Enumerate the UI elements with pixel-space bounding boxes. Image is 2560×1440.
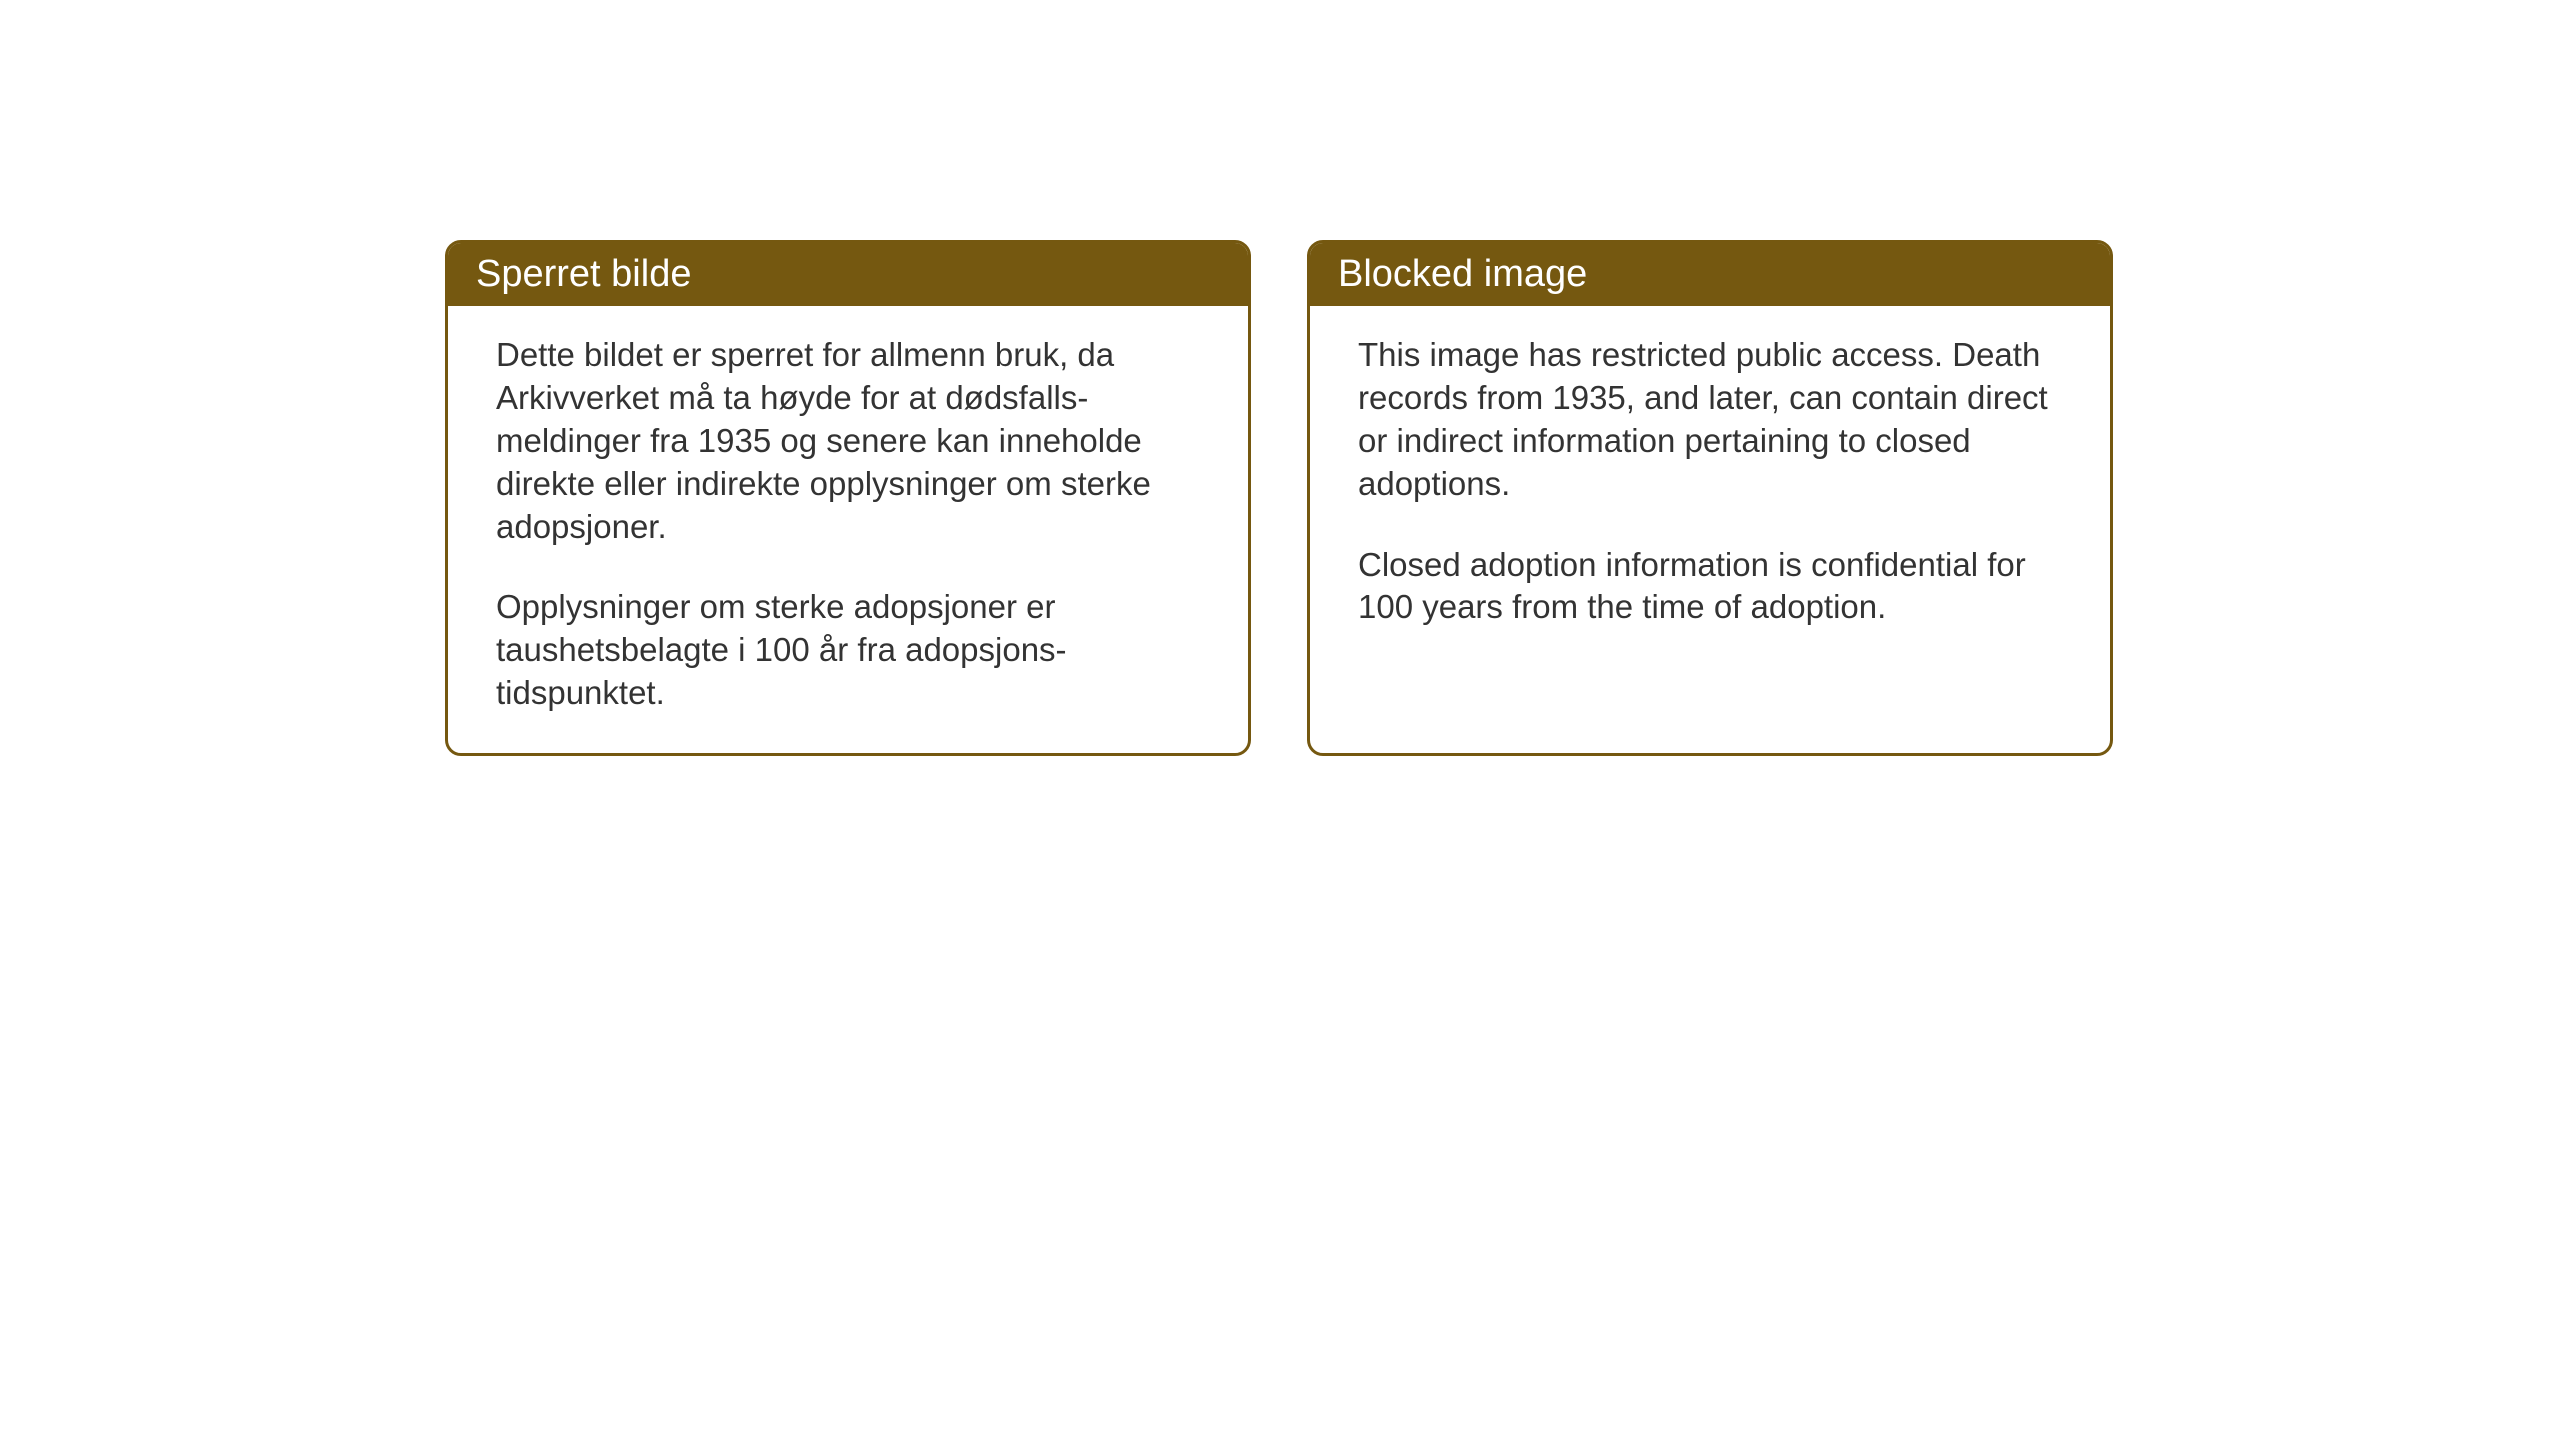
notice-paragraph-2-norwegian: Opplysninger om sterke adopsjoner er tau… <box>496 586 1200 715</box>
notice-container: Sperret bilde Dette bildet er sperret fo… <box>445 240 2113 756</box>
notice-paragraph-1-norwegian: Dette bildet er sperret for allmenn bruk… <box>496 334 1200 548</box>
notice-paragraph-1-english: This image has restricted public access.… <box>1358 334 2062 506</box>
notice-header-norwegian: Sperret bilde <box>448 243 1248 306</box>
notice-title-norwegian: Sperret bilde <box>476 253 691 295</box>
notice-title-english: Blocked image <box>1338 253 1587 295</box>
notice-body-norwegian: Dette bildet er sperret for allmenn bruk… <box>448 306 1248 753</box>
notice-card-english: Blocked image This image has restricted … <box>1307 240 2113 756</box>
notice-header-english: Blocked image <box>1310 243 2110 306</box>
notice-paragraph-2-english: Closed adoption information is confident… <box>1358 544 2062 630</box>
notice-card-norwegian: Sperret bilde Dette bildet er sperret fo… <box>445 240 1251 756</box>
notice-body-english: This image has restricted public access.… <box>1310 306 2110 667</box>
